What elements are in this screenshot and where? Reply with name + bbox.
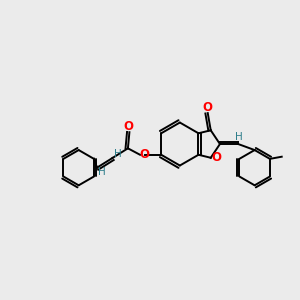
Text: H: H <box>235 133 243 142</box>
Text: O: O <box>139 148 149 161</box>
Text: O: O <box>211 151 221 164</box>
Text: H: H <box>114 149 122 159</box>
Text: O: O <box>124 120 134 133</box>
Text: O: O <box>202 101 212 114</box>
Text: H: H <box>98 167 105 177</box>
